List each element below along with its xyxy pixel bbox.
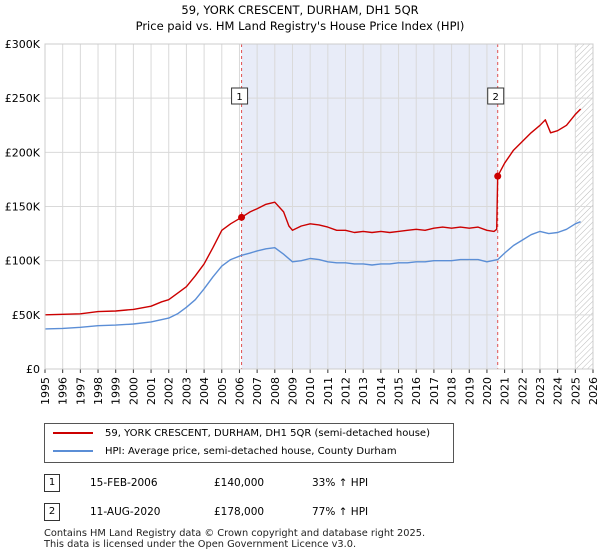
footer-line-1: Contains HM Land Registry data © Crown c… [44,528,426,539]
x-tick-label: 2022 [516,377,529,405]
footer: Contains HM Land Registry data © Crown c… [44,528,425,550]
x-tick-label: 2018 [446,377,459,405]
x-tick-label: 2007 [251,377,264,405]
sale-price: £178,000 [214,506,265,518]
x-tick-label: 1996 [57,377,70,405]
x-tick-label: 1999 [110,377,123,405]
y-tick-label: £100K [5,255,41,268]
x-tick-label: 2023 [534,377,547,405]
sale-date: 15-FEB-2006 [90,477,158,489]
x-tick-label: 2001 [145,377,158,405]
x-tick-label: 2003 [180,377,193,405]
property-series-line [45,108,582,316]
marker-badge [231,87,249,105]
x-tick-label: 2009 [286,377,299,405]
y-tick-label: £250K [5,92,41,105]
x-tick-label: 1997 [74,377,87,405]
hpi-series-line [45,221,581,330]
y-tick-label: £150K [5,201,41,214]
x-tick-label: 1995 [39,377,52,405]
sale-hpi-change: 33% ↑ HPI [312,477,369,489]
sale-point-2 [494,172,502,180]
x-tick-label: 2008 [269,377,282,405]
sale-point-1 [238,213,246,221]
footer-line-2: This data is licensed under the Open Gov… [44,539,357,550]
legend-label-hpi: HPI: Average price, semi-detached house,… [105,446,397,457]
x-tick-label: 2020 [481,377,494,405]
x-tick-label: 2014 [375,377,388,405]
x-tick-label: 2013 [357,377,370,405]
x-tick-label: 2017 [428,377,441,405]
chart-subtitle: Price paid vs. HM Land Registry's House … [136,19,465,33]
sale-badge: 1 [44,474,60,492]
x-tick-label: 2002 [163,377,176,405]
legend: 59, YORK CRESCENT, DURHAM, DH1 5QR (semi… [44,423,454,463]
x-tick-label: 2021 [499,377,512,405]
x-tick-label: 2019 [463,377,476,405]
y-tick-label: £200K [5,146,41,159]
legend-swatch-property [53,432,93,434]
x-tick-label: 2026 [587,377,600,405]
sale-price: £140,000 [214,477,265,489]
sale-hpi-change: 77% ↑ HPI [312,506,369,518]
x-tick-label: 2005 [216,377,229,405]
y-tick-label: £300K [5,38,41,51]
chart-title: 59, YORK CRESCENT, DURHAM, DH1 5QR [181,3,418,17]
marker-badge [487,87,505,105]
legend-item-hpi: HPI: Average price, semi-detached house,… [53,443,397,461]
legend-item-property: 59, YORK CRESCENT, DURHAM, DH1 5QR (semi… [53,425,430,443]
x-tick-label: 2025 [569,377,582,405]
y-tick-label: £50K [12,309,41,322]
x-tick-label: 2010 [304,377,317,405]
marker-badge-label: 2 [493,92,499,103]
x-tick-label: 2024 [552,377,565,405]
price-chart: 59, YORK CRESCENT, DURHAM, DH1 5QR Price… [5,3,600,405]
x-tick-label: 2016 [410,377,423,405]
legend-swatch-hpi [53,450,93,452]
x-tick-label: 2011 [322,377,335,405]
x-tick-label: 2006 [233,377,246,405]
sale-date: 11-AUG-2020 [90,506,161,518]
x-tick-label: 2000 [127,377,140,405]
marker-badge-label: 1 [236,92,242,103]
sale-badge: 2 [44,503,60,521]
x-tick-label: 2015 [393,377,406,405]
y-tick-label: £0 [26,363,40,376]
plot-frame [44,43,594,370]
x-tick-label: 2004 [198,377,211,405]
x-tick-label: 2012 [340,377,353,405]
legend-label-property: 59, YORK CRESCENT, DURHAM, DH1 5QR (semi… [105,428,430,439]
x-tick-label: 1998 [92,377,105,405]
